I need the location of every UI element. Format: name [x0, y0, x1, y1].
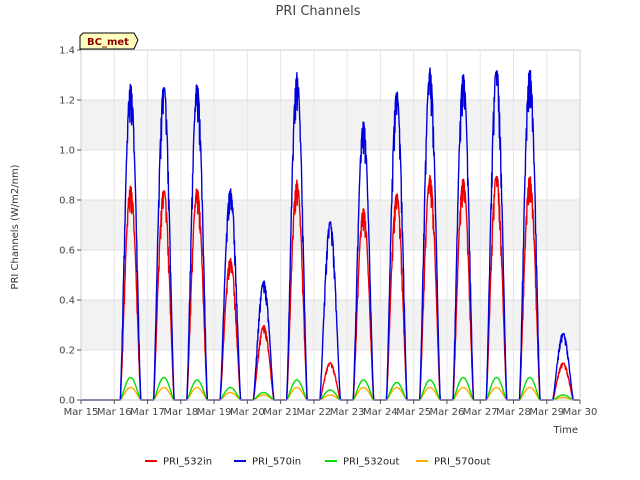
y-tick-label: 1.4 — [59, 46, 75, 57]
legend-label: PRI_532out — [343, 457, 399, 468]
background-band — [81, 100, 580, 150]
x-tick-label: Mar 20 — [230, 407, 265, 418]
x-tick-label: Mar 26 — [430, 407, 465, 418]
x-tick-label: Mar 22 — [296, 407, 331, 418]
x-tick-label: Mar 24 — [363, 407, 398, 418]
y-tick-label: 0.6 — [59, 246, 75, 257]
y-tick-label: 0.8 — [59, 196, 75, 207]
y-tick-label: 1.0 — [59, 146, 75, 157]
badge-box — [79, 32, 139, 50]
legend-label: PRI_570out — [434, 457, 490, 468]
y-axis-ticks: 0.0 0.2 0.4 0.6 0.8 1.0 1.2 1.4 — [59, 46, 81, 407]
bc-met-badge: BC_met — [79, 32, 139, 50]
x-tick-label: Mar 15 — [64, 407, 99, 418]
background-band — [81, 300, 580, 350]
x-tick-label: Mar 18 — [163, 407, 198, 418]
y-axis-label: PRI Channels (W/m2/nm) — [10, 164, 21, 289]
x-tick-label: Mar 29 — [529, 407, 564, 418]
x-tick-label: Mar 23 — [330, 407, 365, 418]
badge-text: BC_met — [87, 37, 129, 48]
x-axis-label: Time — [553, 425, 578, 436]
legend: PRI_532in PRI_570in PRI_532out PRI_570out — [145, 457, 490, 468]
x-tick-label: Mar 17 — [130, 407, 165, 418]
x-tick-label: Mar 16 — [97, 407, 132, 418]
legend-label: PRI_570in — [252, 457, 301, 468]
y-tick-label: 1.2 — [59, 96, 75, 107]
x-tick-label: Mar 28 — [496, 407, 531, 418]
plot-frame — [80, 49, 581, 401]
x-tick-label: Mar 19 — [197, 407, 232, 418]
y-tick-label: 0.2 — [59, 346, 75, 357]
y-tick-label: 0.0 — [59, 396, 75, 407]
x-tick-label: Mar 21 — [263, 407, 298, 418]
chart-title: PRI Channels — [276, 4, 361, 19]
legend-label: PRI_532in — [163, 457, 212, 468]
x-tick-label: Mar 27 — [463, 407, 498, 418]
x-tick-label: Mar 25 — [396, 407, 431, 418]
series-line-pri-570in — [81, 67, 580, 401]
y-tick-label: 0.4 — [59, 296, 75, 307]
x-tick-label: Mar 30 — [563, 407, 598, 418]
